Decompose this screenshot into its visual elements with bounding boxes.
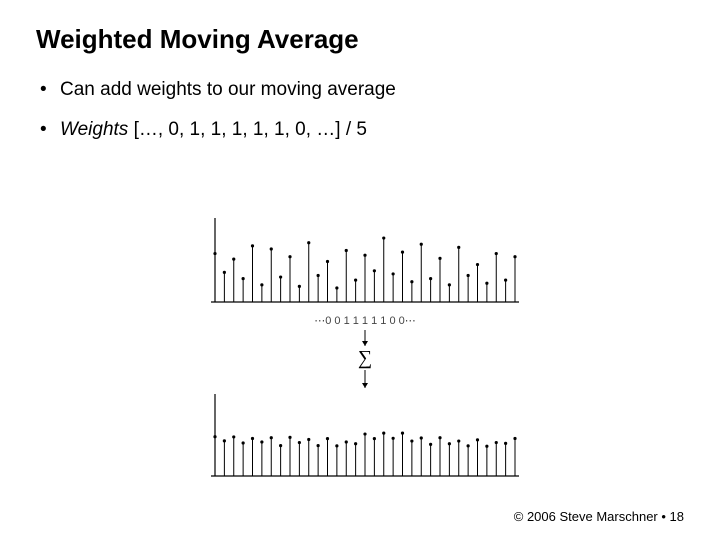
bullet-2: Weights […, 0, 1, 1, 1, 1, 1, 0, …] / 5 xyxy=(36,117,684,143)
bullet-2-rest: […, 0, 1, 1, 1, 1, 1, 0, …] / 5 xyxy=(128,119,367,140)
figure-svg: ⋯0 0 1 1 1 1 1 0 0⋯ ∑ xyxy=(195,218,525,488)
bullet-1: Can add weights to our moving average xyxy=(36,77,684,103)
svg-text:⋯0 0 1 1 1 1 1 0 0⋯: ⋯0 0 1 1 1 1 1 0 0⋯ xyxy=(314,315,416,327)
bullet-2-label: Weights xyxy=(60,119,128,140)
bullet-list: Can add weights to our moving average We… xyxy=(36,77,684,142)
slide-title: Weighted Moving Average xyxy=(36,24,684,55)
footer-copyright: © 2006 Steve Marschner • xyxy=(514,509,670,524)
footer: © 2006 Steve Marschner • 18 xyxy=(514,509,684,524)
figure: ⋯0 0 1 1 1 1 1 0 0⋯ ∑ xyxy=(195,218,525,488)
footer-page-number: 18 xyxy=(670,509,684,524)
svg-text:∑: ∑ xyxy=(358,347,372,369)
